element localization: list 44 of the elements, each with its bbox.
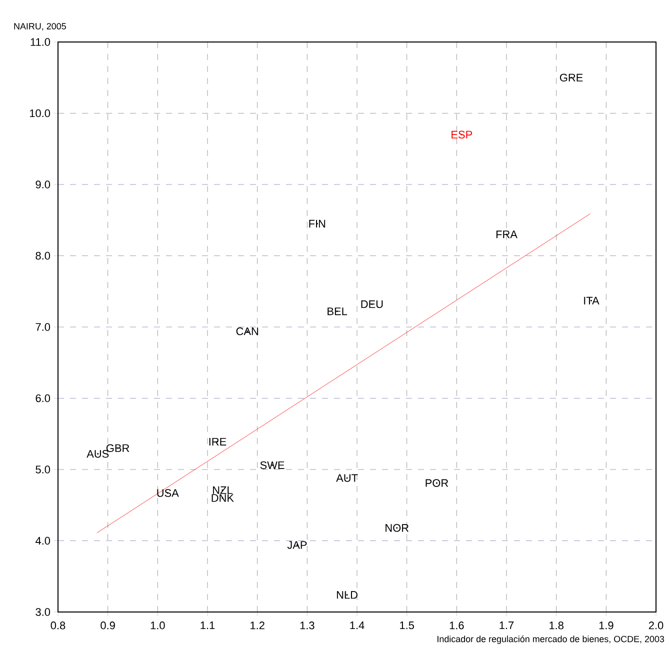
x-tick-label: 1.9	[599, 622, 614, 630]
y-tick-label: 6.0	[36, 394, 50, 402]
x-tick-label: 1.5	[400, 622, 414, 630]
series-label: DNK	[212, 494, 234, 502]
series-label: ESP	[452, 130, 472, 139]
y-tick-label: 10.0	[30, 109, 50, 118]
series-label: NOR	[386, 524, 409, 532]
x-tick-label: 1.3	[300, 622, 314, 630]
series-label: NZL	[213, 486, 232, 494]
series-label: ITA	[584, 296, 600, 304]
series-label: JAP	[287, 541, 307, 549]
y-tick-label: 3.0	[36, 608, 50, 616]
y-axis-title: NAIRU, 2005	[14, 23, 66, 30]
series-label: AUT	[336, 474, 358, 482]
y-tick-label: 5.0	[36, 466, 50, 474]
series-label: GBR	[106, 444, 130, 452]
series-label: FRA	[496, 230, 518, 238]
series-label: DEU	[361, 300, 383, 308]
y-tick-label: 4.0	[35, 536, 50, 545]
x-tick-label: 2.0	[648, 622, 664, 630]
y-tick-label: 9.0	[36, 180, 50, 188]
y-tick-label: 8.0	[36, 252, 50, 260]
series-label: FIN	[309, 220, 326, 228]
x-tick-label: 1.6	[450, 622, 464, 630]
y-tick-label: 7.0	[36, 323, 50, 331]
x-tick-label: 1.1	[200, 622, 215, 630]
series-label: POR	[426, 479, 448, 487]
series-label: GRE	[560, 74, 583, 82]
x-tick-label: 1.8	[550, 622, 564, 630]
series-label: AUS	[86, 450, 109, 458]
series-label: NLD	[336, 591, 358, 599]
x-axis-title: Indicador de regulación mercado de bienes, OCDE, 2003	[438, 636, 664, 644]
x-tick-label: 0.9	[100, 622, 115, 630]
x-tick-label: 1.2	[250, 622, 264, 630]
y-tick-label: 11.0	[30, 38, 50, 46]
x-tick-label: 1.7	[500, 622, 514, 630]
series-label: USA	[157, 489, 179, 497]
series-label: SWE	[260, 461, 284, 470]
series-label: BEL	[328, 308, 348, 316]
x-tick-label: 1.4	[350, 622, 364, 630]
x-tick-label: 1.0	[150, 622, 165, 630]
x-tick-label: 0.8	[50, 622, 66, 630]
series-label: IRE	[209, 438, 226, 446]
series-label: CAN	[236, 327, 258, 336]
